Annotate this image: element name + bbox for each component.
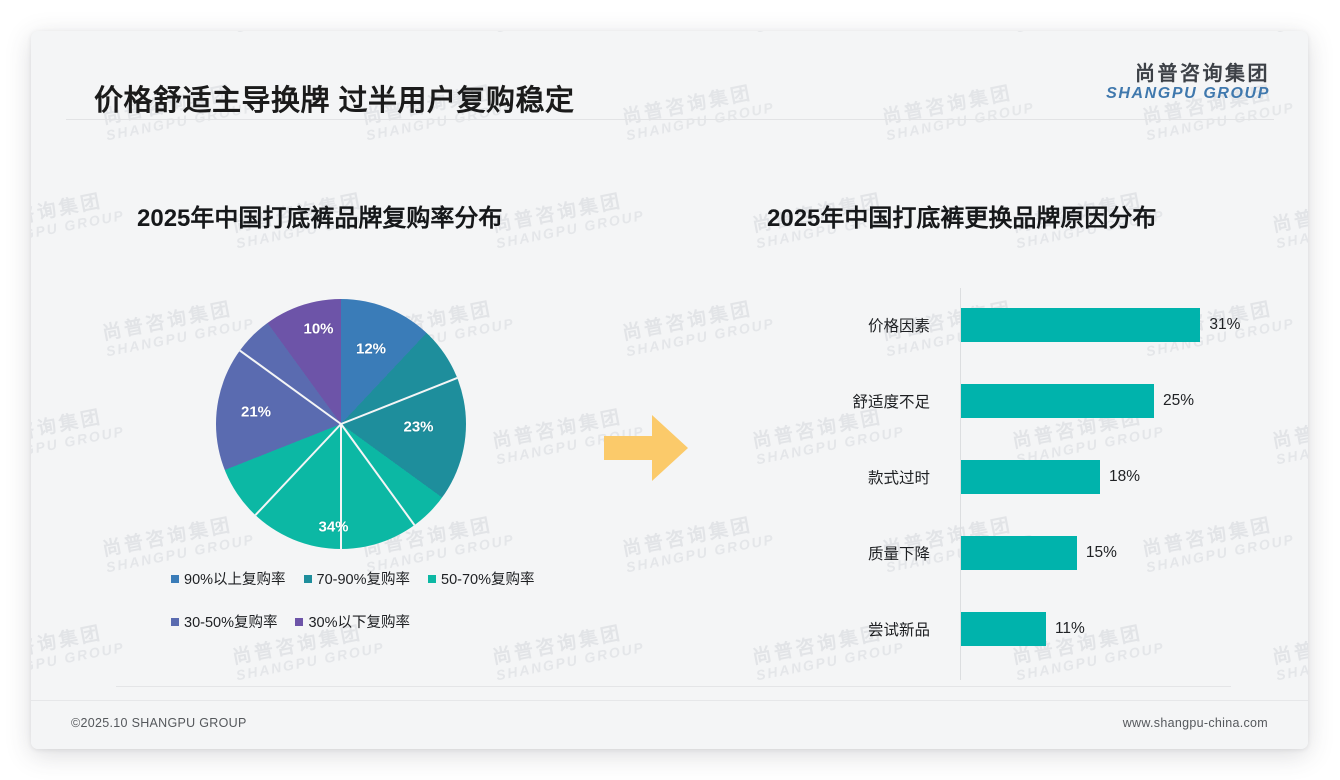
repurchase-pie-chart: 12% 23% 34% 21% 10% <box>216 299 466 549</box>
slide-card: 尚普咨询集团 SHANGPU GROUP 尚普咨询集团 SHANGPU GROUP 尚普… <box>31 31 1308 749</box>
legend-label: 70-90%复购率 <box>316 572 411 588</box>
bar-value-label: 18% <box>1109 468 1141 485</box>
right-arrow-icon <box>602 412 690 484</box>
bar-fill[interactable] <box>961 460 1100 494</box>
brand-name-en: SHANGPU GROUP <box>1106 85 1270 103</box>
copyright-text: ©2025.10 SHANGPU GROUP <box>71 716 247 730</box>
legend-row: 30-50%复购率 30%以下复购率 <box>171 611 591 632</box>
bar-track: 25% <box>961 384 1194 418</box>
legend-item[interactable]: 70-90%复购率 <box>303 568 411 589</box>
website-url: www.shangpu-china.com <box>1122 716 1268 730</box>
bar-value-label: 25% <box>1163 392 1195 409</box>
legend-label: 30-50%复购率 <box>184 615 278 631</box>
bar-fill[interactable] <box>961 308 1201 342</box>
bar-category-label: 价格因素 <box>867 318 930 335</box>
bar-chart-row: 价格因素 31% <box>767 308 1277 342</box>
pie-slice-label: 23% <box>403 418 434 435</box>
legend-label: 50-70%复购率 <box>441 572 535 588</box>
bar-category-label: 质量下降 <box>867 546 930 563</box>
bar-track: 18% <box>961 460 1140 494</box>
header-divider <box>66 119 1274 120</box>
slide-content: 2025年中国打底裤品牌复购率分布 2025年中国打底裤更换品牌原因分布 12%… <box>31 120 1308 680</box>
legend-swatch-icon <box>428 574 437 583</box>
legend-swatch-icon <box>171 617 179 626</box>
footnote-divider <box>116 686 1231 687</box>
legend-item[interactable]: 30-50%复购率 <box>171 611 277 632</box>
bar-chart-row: 尝试新品 11% <box>767 612 1277 646</box>
bar-track: 15% <box>961 536 1117 570</box>
legend-item[interactable]: 30%以下复购率 <box>295 611 410 632</box>
bar-chart-title: 2025年中国打底裤更换品牌原因分布 <box>767 205 1157 232</box>
legend-label: 30%以下复购率 <box>308 615 411 631</box>
pie-chart-title: 2025年中国打底裤品牌复购率分布 <box>137 205 503 232</box>
pie-slice-separator <box>340 424 342 549</box>
bar-chart-row: 舒适度不足 25% <box>767 384 1277 418</box>
legend-row: 90%以上复购率 70-90%复购率 50-70%复购率 <box>171 568 591 589</box>
pie-legend: 90%以上复购率 70-90%复购率 50-70%复购率 30-50%复购率 30%以下… <box>171 568 591 654</box>
bar-chart-axis-line <box>960 288 961 680</box>
switch-reason-bar-chart: 价格因素 31% 舒适度不足 25% 款式过时 18% 质量下降 15% 尝试新品 11% <box>767 288 1277 688</box>
pie-slice-label: 10% <box>303 320 334 338</box>
legend-item[interactable]: 90%以上复购率 <box>171 568 286 589</box>
bar-value-label: 11% <box>1054 620 1085 637</box>
bar-fill[interactable] <box>961 536 1077 570</box>
pie-slice-label: 34% <box>318 518 349 535</box>
bar-chart-row: 款式过时 18% <box>767 460 1277 494</box>
bar-chart-row: 质量下降 15% <box>767 536 1277 570</box>
bar-category-label: 舒适度不足 <box>852 394 930 411</box>
legend-item[interactable]: 50-70%复购率 <box>428 568 535 589</box>
slide-bottom-bar: ©2025.10 SHANGPU GROUP www.shangpu-china… <box>31 700 1308 749</box>
legend-swatch-icon <box>303 574 312 583</box>
legend-label: 90%以上复购率 <box>184 572 286 588</box>
brand-logo: 尚普咨询集团 SHANGPU GROUP <box>1106 63 1270 103</box>
bar-fill[interactable] <box>961 384 1155 418</box>
page-title: 价格舒适主导换牌 过半用户复购稳定 <box>94 85 575 117</box>
pie-slice-label: 12% <box>355 340 387 358</box>
bar-fill[interactable] <box>961 612 1046 646</box>
brand-name-cn: 尚普咨询集团 <box>1135 63 1270 85</box>
bar-value-label: 31% <box>1209 316 1241 333</box>
legend-swatch-icon <box>295 617 304 626</box>
bar-category-label: 尝试新品 <box>867 622 930 639</box>
pie-slice-label: 21% <box>240 403 272 420</box>
slide-header: 价格舒适主导换牌 过半用户复购稳定 尚普咨询集团 SHANGPU GROUP <box>31 31 1308 120</box>
legend-swatch-icon <box>171 574 179 583</box>
bar-track: 31% <box>961 308 1240 342</box>
bar-value-label: 15% <box>1085 544 1117 561</box>
bar-category-label: 款式过时 <box>867 470 930 487</box>
bar-track: 11% <box>961 612 1085 646</box>
